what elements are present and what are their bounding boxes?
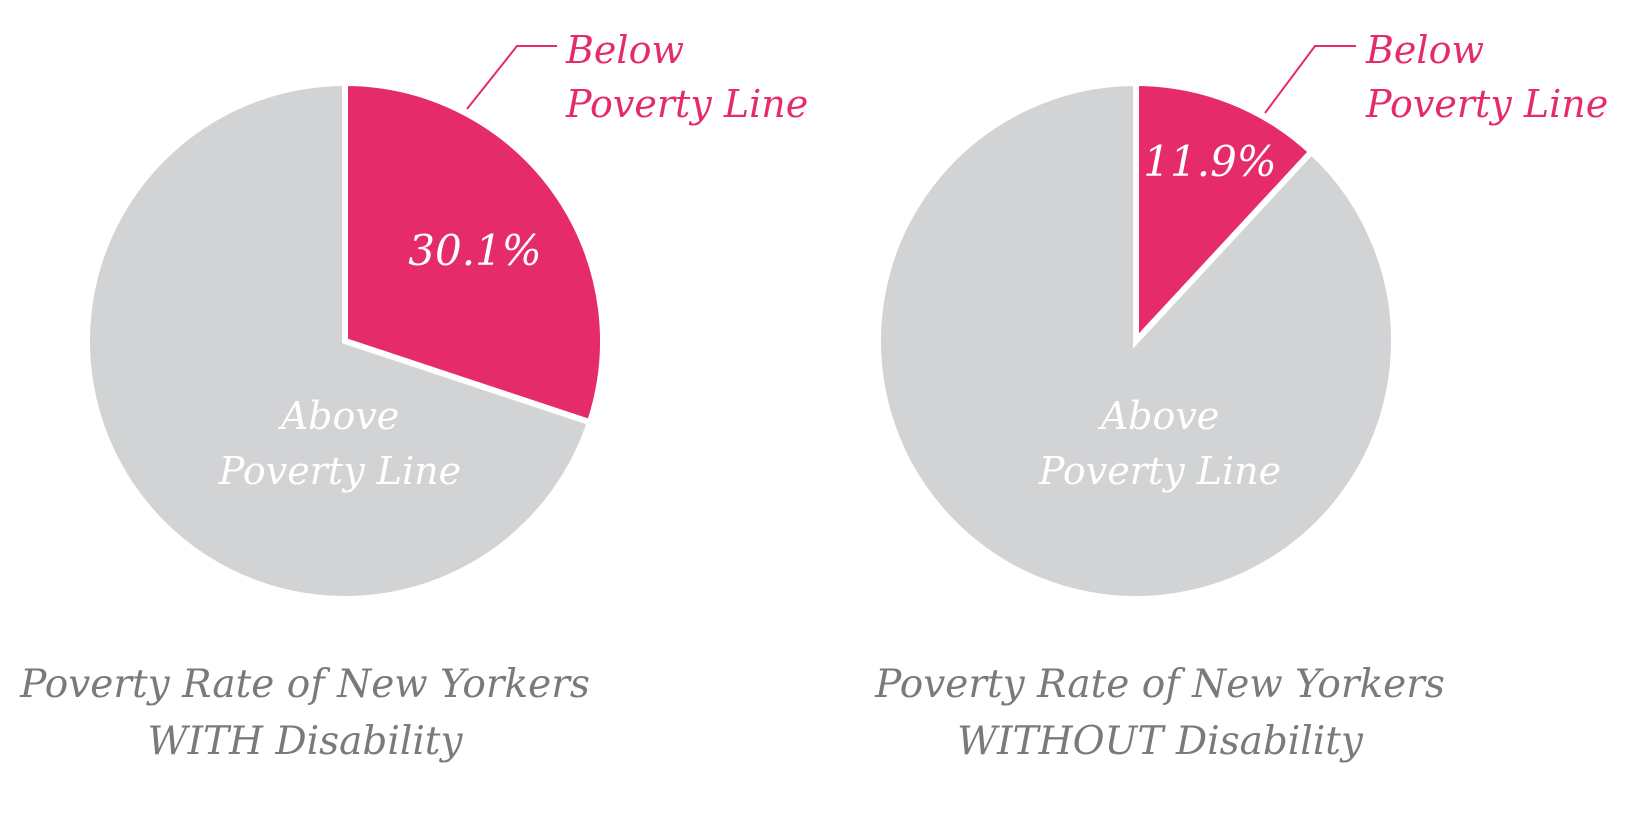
slice-value-label: 30.1%	[408, 226, 541, 275]
pie-slice-above-poverty	[875, 79, 1397, 602]
above-label-line-2: Poverty Line	[218, 449, 461, 493]
above-label-line-2: Poverty Line	[1038, 449, 1281, 493]
chart-caption-line-1: Poverty Rate of New Yorkers	[19, 662, 590, 707]
below-label-line-2: Poverty Line	[1365, 82, 1608, 126]
below-label-line-1: Below	[1365, 28, 1484, 72]
above-label-line-1: Above	[1098, 394, 1220, 438]
chart-caption-line-1: Poverty Rate of New Yorkers	[874, 662, 1445, 707]
pie-slice-below-poverty	[1133, 79, 1316, 349]
pie-chart-with-disability: 30.1% Above Poverty Line Below Poverty L…	[19, 28, 808, 764]
slice-value-label: 11.9%	[1143, 137, 1276, 186]
chart-caption-line-2: WITHOUT Disability	[957, 719, 1364, 764]
callout-leader-line	[1264, 45, 1356, 114]
callout-leader-line	[466, 45, 557, 110]
pie-slice-above-poverty	[84, 79, 594, 602]
above-label-line-1: Above	[278, 394, 400, 438]
chart-caption-line-2: WITH Disability	[147, 719, 463, 764]
below-label-line-2: Poverty Line	[565, 82, 808, 126]
pie-chart-without-disability: 11.9% Above Poverty Line Below Poverty L…	[874, 28, 1608, 764]
below-label-line-1: Below	[565, 28, 684, 72]
pie-slice-below-poverty	[342, 79, 606, 427]
